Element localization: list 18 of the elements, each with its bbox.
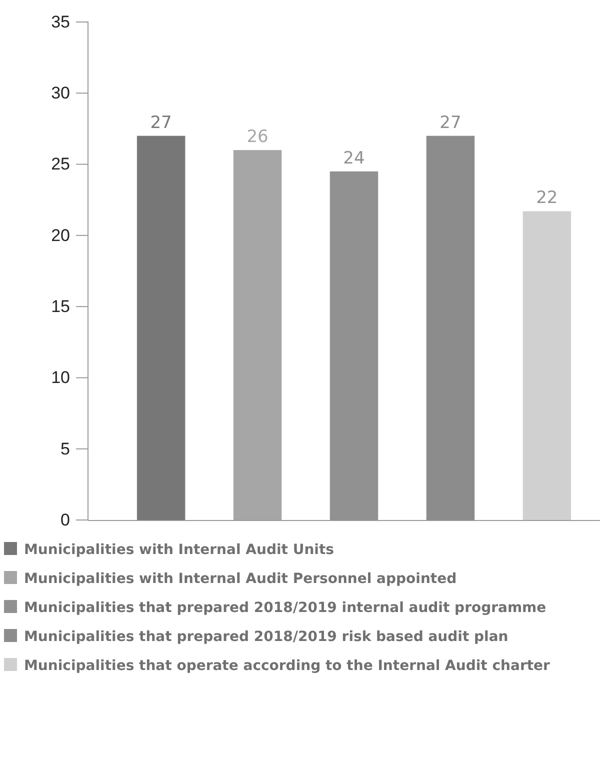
text: 26 [246, 127, 268, 148]
text: 22 [536, 188, 558, 208]
legend-label: Municipalities that operate according to the Internal Audit charter [24, 658, 550, 674]
y-tick-label: 0 [60, 510, 70, 530]
text: 27 [150, 112, 172, 133]
y-tick-label: 35 [51, 12, 70, 32]
text: 27 [440, 112, 462, 133]
legend-label: Municipalities with Internal Audit Personnel appointed [24, 571, 457, 587]
legend-label: Municipalities that prepared 2018/2019 internal audit programme [24, 600, 546, 616]
legend-label: Municipalities that prepared 2018/2019 risk based audit plan [24, 629, 508, 645]
y-tick-label: 5 [60, 439, 70, 458]
text: 24 [343, 148, 365, 168]
y-tick-label: 20 [51, 226, 70, 245]
y-tick-label: 25 [51, 154, 70, 174]
y-tick-label: 30 [51, 84, 70, 103]
y-tick-label: 10 [51, 368, 70, 388]
legend-label: Municipalities with Internal Audit Units [24, 542, 334, 558]
y-tick-label: 15 [51, 297, 70, 316]
